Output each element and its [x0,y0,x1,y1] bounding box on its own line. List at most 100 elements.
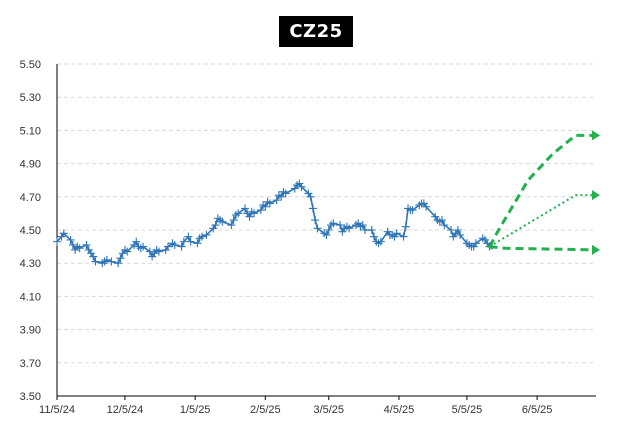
data-point-marker [193,239,202,248]
x-tick-label: 12/5/24 [107,404,144,416]
data-point-marker [281,189,290,198]
y-tick-label: 4.30 [20,258,41,270]
data-point-marker [82,240,91,249]
data-point-marker [202,230,211,239]
data-point-marker [370,232,379,241]
data-point-marker [107,257,116,266]
x-tick-label: 5/5/25 [452,404,483,416]
y-tick-label: 3.70 [20,358,41,370]
series-markers [53,130,600,268]
series-line-2 [489,194,596,248]
series-line-0 [56,182,491,264]
data-point-marker [438,216,446,225]
x-tick-label: 6/5/25 [522,404,553,416]
data-point-marker [123,247,132,256]
data-point-marker [240,204,249,213]
data-point-marker [75,244,84,253]
data-point-marker [313,224,322,233]
data-point-marker [324,226,333,234]
data-point-marker [68,240,77,249]
data-point-marker [401,222,410,231]
data-point-marker [456,230,465,239]
data-point-marker [53,237,61,246]
data-point-marker [179,237,188,246]
start-point-marker [486,243,493,250]
data-point-marker [139,242,148,251]
data-point-marker [170,240,179,249]
data-point-marker [376,237,385,246]
data-point-marker [358,221,367,230]
data-point-marker [186,237,195,246]
y-axis-ticks: 5.50 5.30 5.10 4.90 4.70 4.50 4.30 4.10 3.90 3.70… [20,59,41,403]
y-tick-label: 5.50 [20,59,41,71]
data-point-marker [265,199,274,208]
x-axis-ticks: 11/5/24 12/5/24 1/5/25 2/5/25 3/5/25 4/5/25 5/… [39,396,552,416]
data-point-marker [447,226,456,234]
data-point-marker [329,219,338,228]
data-point-marker [184,232,193,241]
data-point-marker [392,229,401,238]
x-tick-label: 4/5/25 [384,404,415,416]
y-tick-label: 5.30 [20,92,41,104]
y-tick-label: 3.90 [20,325,41,337]
y-tick-label: 3.50 [20,391,41,403]
data-point-marker [367,226,376,234]
x-tick-label: 2/5/25 [250,404,281,416]
series-line-3 [489,245,597,252]
data-point-marker [154,247,163,256]
end-point-marker [592,190,600,201]
end-point-marker [592,244,600,255]
data-point-marker [272,196,281,205]
data-point-marker [408,206,417,215]
y-tick-label: 4.90 [20,159,41,171]
end-point-marker [592,130,600,141]
data-point-marker [311,216,320,225]
data-point-marker [245,212,254,221]
data-point-marker [114,259,123,268]
data-point-marker [261,202,270,211]
data-point-marker [422,202,431,211]
data-point-marker [361,226,369,234]
data-point-marker [234,209,243,218]
data-point-marker [227,221,236,230]
data-point-marker [471,239,480,248]
data-point-marker [163,242,172,251]
gridlines [57,63,596,364]
data-point-marker [250,209,259,218]
x-tick-label: 3/5/25 [313,404,344,416]
chart-title: CZ25 [279,16,353,47]
data-point-marker [256,206,265,215]
axes [56,64,596,397]
data-point-marker [89,252,98,261]
data-point-marker [453,226,462,234]
data-point-marker [218,217,227,226]
data-point-marker [197,232,206,241]
data-point-marker [229,216,238,225]
data-point-marker [399,232,408,241]
data-point-marker [66,235,75,244]
data-point-marker [116,254,125,263]
data-point-marker [132,237,141,246]
data-point-marker [211,221,220,230]
data-point-marker [91,257,100,266]
y-tick-label: 4.50 [20,225,41,237]
data-point-marker [145,247,154,256]
data-point-marker [440,221,449,230]
x-tick-label: 11/5/24 [39,404,75,416]
data-point-marker [59,229,68,238]
series-line-1 [488,133,596,248]
data-point-marker [102,255,111,264]
data-point-marker [277,192,286,201]
data-point-marker [306,192,315,201]
data-point-marker [322,230,331,239]
series-lines [56,133,597,264]
y-tick-label: 4.10 [20,291,41,303]
data-point-marker [308,204,317,213]
y-tick-label: 5.10 [20,125,41,137]
data-point-marker [336,221,345,230]
y-tick-label: 4.70 [20,192,41,204]
x-tick-label: 1/5/25 [180,404,211,416]
data-point-marker [345,224,354,233]
data-point-marker [177,242,186,251]
